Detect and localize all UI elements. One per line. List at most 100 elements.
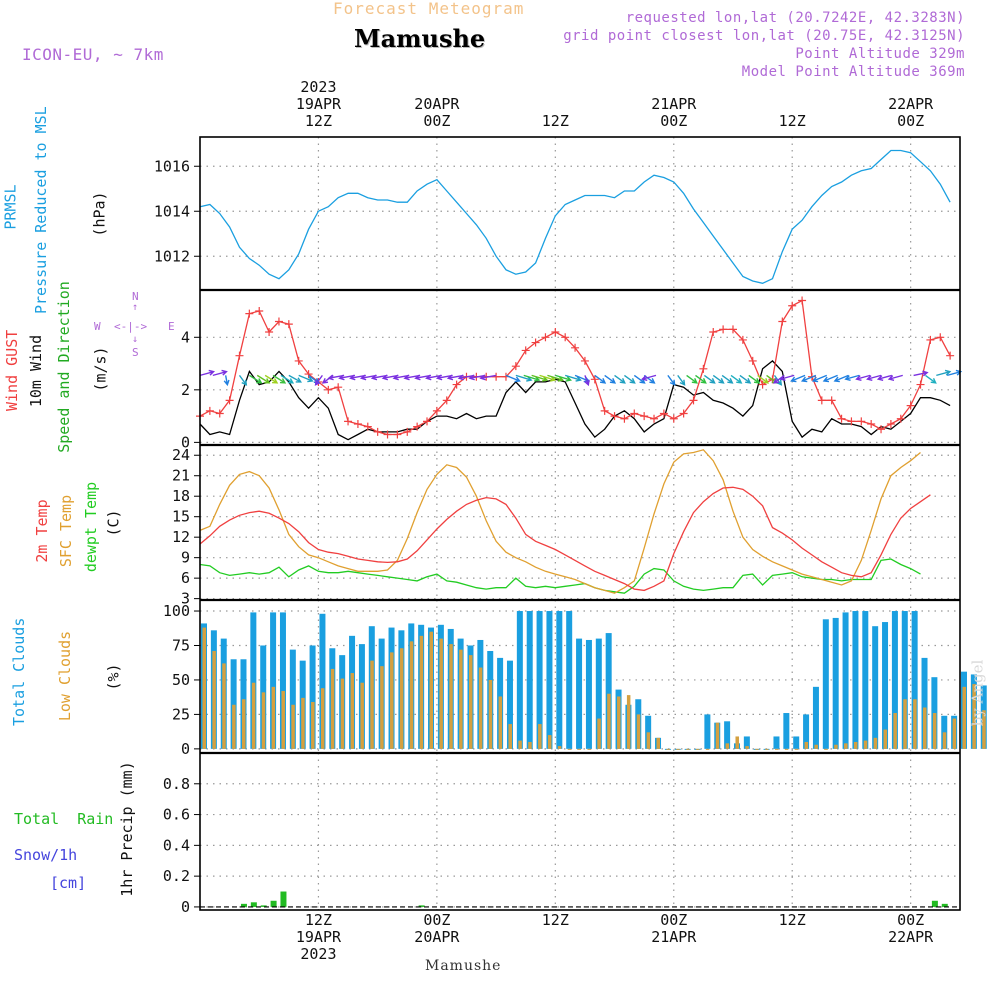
low-cloud-bar xyxy=(380,666,384,749)
low-cloud-bar xyxy=(498,696,503,749)
low-cloud-bar xyxy=(291,704,295,749)
y-tick-label: 24 xyxy=(172,446,190,464)
low-cloud-bar xyxy=(429,631,434,749)
low-cloud-bar xyxy=(350,673,355,749)
total-cloud-bar xyxy=(773,736,780,749)
total-cloud-bar xyxy=(605,633,612,749)
wind-direction-arrow xyxy=(479,374,497,381)
wind-gust-line-marker xyxy=(580,356,589,365)
low-cloud-bar xyxy=(281,690,285,749)
wind-gust-line-marker xyxy=(650,414,659,423)
wind-direction-arrow xyxy=(248,374,263,384)
low-cloud-bar xyxy=(399,648,404,749)
wind-gust-line-marker xyxy=(610,412,619,421)
wind-direction-arrow xyxy=(288,374,303,383)
rain-label: Total Rain xyxy=(14,810,114,828)
y-tick-label: 0 xyxy=(181,898,190,916)
y-tick-label: 100 xyxy=(163,602,190,620)
wind-direction-arrow xyxy=(555,374,573,382)
compass-n: N xyxy=(132,290,139,303)
total-cloud-bar xyxy=(832,617,839,749)
wind-direction-arrow xyxy=(730,374,743,384)
wind-direction-arrow xyxy=(604,374,617,384)
wind-gust-line-marker xyxy=(383,430,392,439)
low-cloud-bar xyxy=(853,741,858,749)
time-label: 00Z 22APR xyxy=(888,911,934,946)
wind-gust-line-marker xyxy=(511,362,520,371)
compass-s: S xyxy=(132,346,139,359)
low-cloud-bar xyxy=(547,735,552,749)
wind-gust-line-marker xyxy=(837,414,846,423)
low-cloud-bar xyxy=(261,692,266,749)
total-cloud-bar xyxy=(783,713,790,749)
time-label: 21APR 00Z xyxy=(651,95,697,130)
wind-direction-arrow xyxy=(866,374,882,381)
total-cloud-bar xyxy=(585,639,592,749)
low-cloud-bar xyxy=(725,743,730,749)
wind-direction-arrow xyxy=(505,374,521,383)
rain-bar xyxy=(240,903,247,907)
wind-direction-arrow xyxy=(779,374,795,381)
y-tick-label: 25 xyxy=(172,705,190,723)
wind-direction-arrow xyxy=(712,374,725,384)
wind-gust-line-marker xyxy=(679,409,688,418)
wind-direction-arrow xyxy=(844,374,860,381)
low-cloud-bar xyxy=(863,740,868,749)
total-cloud-bar xyxy=(576,638,583,749)
y-tick-label: 1014 xyxy=(154,202,190,220)
wind-gust-line-marker xyxy=(916,380,925,389)
total-cloud-bar xyxy=(901,611,908,749)
snow-label: Snow/1h xyxy=(14,846,78,864)
rain-bar xyxy=(931,900,938,907)
low-cloud-bar xyxy=(774,748,779,750)
wind-direction-arrow xyxy=(298,374,314,383)
y-tick-label: 21 xyxy=(172,467,190,485)
wind-gust-line-marker xyxy=(728,325,737,334)
wind-direction-arrow xyxy=(703,374,716,384)
wind-direction-arrow xyxy=(790,374,806,383)
wind-gust-line-marker xyxy=(442,396,451,405)
low-cloud-bar xyxy=(666,748,670,750)
time-label: 12Z xyxy=(541,911,569,929)
dewpt-line xyxy=(199,558,921,594)
wind-gust-line-marker xyxy=(709,328,718,337)
wind-direction-arrow xyxy=(855,374,871,381)
low-cloud-bar xyxy=(468,655,473,749)
wind-gust-line-marker xyxy=(926,335,935,344)
time-label: 12Z xyxy=(541,112,569,130)
low-cloud-bar xyxy=(301,697,305,749)
low-cloud-bar xyxy=(222,663,226,749)
low-cloud-bar xyxy=(923,707,927,749)
low-cloud-bar xyxy=(577,748,582,750)
wind-direction-arrow xyxy=(614,374,626,384)
wind-direction-arrow xyxy=(887,374,903,381)
wind-direction-arrow xyxy=(739,374,752,384)
wind-gust-line-marker xyxy=(423,417,432,426)
wind10-label: 10m Wind xyxy=(27,334,45,408)
clouds-unit-label: (%) xyxy=(104,663,123,691)
prmsl-line xyxy=(199,149,951,284)
total-cloud-bar xyxy=(546,611,553,749)
wind-gust-line-marker xyxy=(689,396,698,405)
y-tick-label: 0 xyxy=(181,740,190,758)
wind-gust-line-marker xyxy=(215,409,224,418)
y-tick-label: 1012 xyxy=(154,247,190,265)
time-label: 00Z 21APR xyxy=(651,911,697,946)
watermark: by Angel xyxy=(968,659,987,727)
y-tick-label: 0 xyxy=(181,433,190,451)
wind-gust-line-marker xyxy=(324,385,333,394)
wind-gust-line-marker xyxy=(225,396,234,405)
footer-location: Mamushe xyxy=(425,958,502,974)
total-cloud-bar xyxy=(250,612,257,749)
sfc-temp-line xyxy=(199,449,921,594)
wind-gust-line-marker xyxy=(413,422,422,431)
wind-gust-line-marker xyxy=(274,317,283,326)
y-tick-label: 3 xyxy=(181,590,190,608)
wind-direction-arrow xyxy=(314,374,323,386)
low-cloud-bar xyxy=(202,627,206,749)
wind-gust-line-marker xyxy=(353,419,362,428)
wind-gust-line-marker xyxy=(531,338,540,347)
wind-gust-line-marker xyxy=(699,364,708,373)
wind-gust-line-marker xyxy=(403,427,412,436)
wind-gust-line-marker xyxy=(294,356,303,365)
